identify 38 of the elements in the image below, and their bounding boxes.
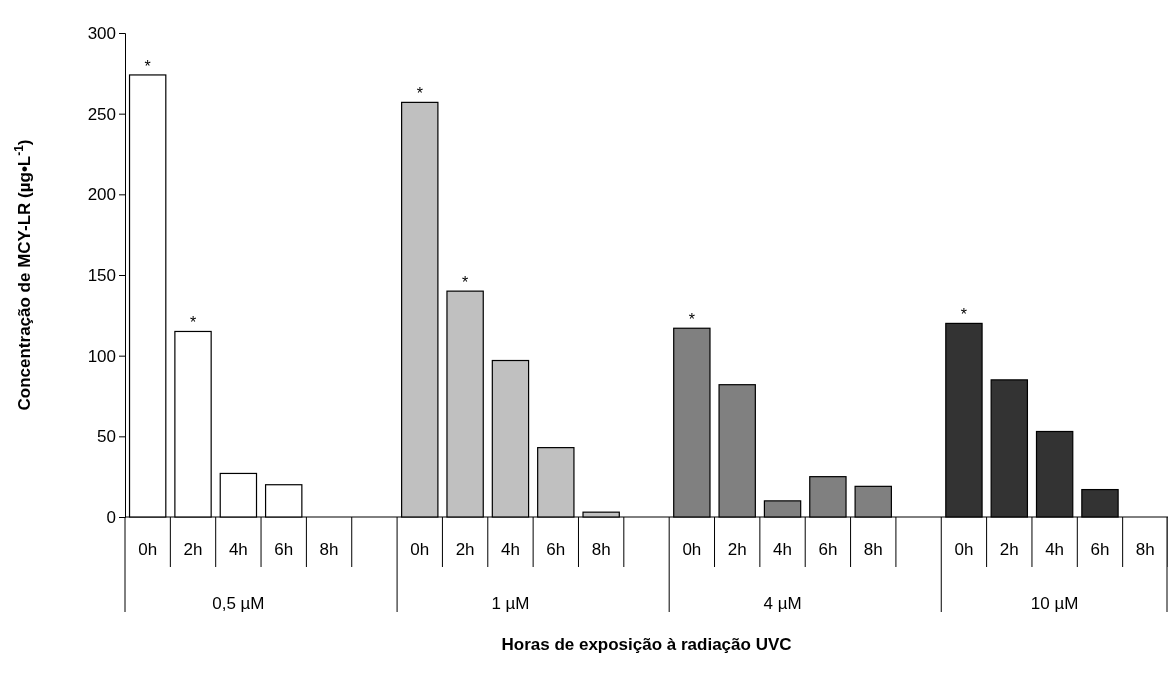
y-tick-label: 50 (97, 427, 116, 447)
x-tick-label: 2h (727, 540, 747, 559)
data-label: * (189, 314, 197, 332)
x-tick-label: 6h (546, 540, 566, 559)
y-tick-label: 250 (87, 104, 116, 124)
y-tick-label: 100 (87, 346, 116, 366)
text: 10 µM (1030, 594, 1079, 613)
text: 4 µM (763, 594, 802, 613)
x-tick-label: 8h (591, 540, 611, 559)
text: 0,5 µM (212, 594, 265, 613)
y-tick-label: 150 (87, 265, 116, 285)
x-tick-label: 0h (954, 540, 974, 559)
x-axis-title: Horas de exposição à radiação UVC (501, 635, 792, 654)
x-tick-label: 6h (818, 540, 838, 559)
x-tick-label: 6h (1090, 540, 1110, 559)
x-tick-label: 2h (183, 540, 203, 559)
data-label: * (461, 274, 469, 292)
x-tick-label: 0h (682, 540, 702, 559)
x-tick-label: 0h (138, 540, 158, 559)
x-tick-label: 4h (501, 540, 520, 559)
x-tick-label: 8h (863, 540, 883, 559)
x-tick-label: 2h (999, 540, 1019, 559)
data-label: * (688, 311, 695, 329)
x-tick-label: 8h (319, 540, 339, 559)
data-label: * (416, 85, 423, 103)
x-tick-label: 4h (773, 540, 792, 559)
y-tick-label: 300 (87, 23, 116, 43)
x-tick-label: 4h (228, 540, 248, 559)
x-tick-label: 0h (410, 540, 430, 559)
x-tick-label: 8h (1135, 540, 1155, 559)
y-tick-label: 200 (87, 185, 116, 205)
data-label: * (144, 57, 151, 75)
y-tick-label: 0 (106, 507, 116, 527)
data-label: * (960, 306, 968, 324)
x-tick-label: 6h (274, 540, 294, 559)
x-tick-label: 2h (455, 540, 475, 559)
x-tick-label: 4h (1045, 540, 1065, 559)
text: 1 µM (491, 594, 530, 613)
